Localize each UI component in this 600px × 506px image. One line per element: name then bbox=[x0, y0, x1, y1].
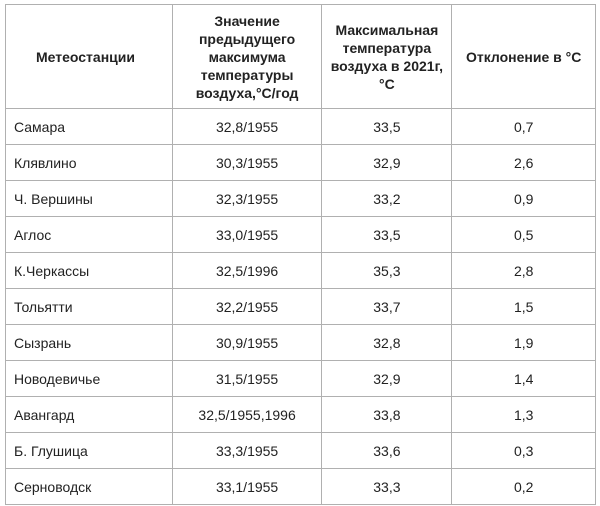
station-cell: Новодевичье bbox=[5, 360, 173, 397]
previous-max-cell: 33,0/1955 bbox=[171, 216, 323, 253]
header-deviation: Отклонение в °С bbox=[451, 4, 596, 109]
station-cell: Авангард bbox=[5, 396, 173, 433]
temperature-table: Метеостанции Значение предыдущего максим… bbox=[5, 4, 596, 505]
previous-max-cell: 30,9/1955 bbox=[171, 324, 323, 361]
deviation-cell: 0,5 bbox=[451, 216, 596, 253]
deviation-cell: 1,4 bbox=[451, 360, 596, 397]
table-row: Ч. Вершины 32,3/1955 33,2 0,9 bbox=[5, 180, 596, 217]
deviation-cell: 0,7 bbox=[451, 108, 596, 145]
table-row: К.Черкассы 32,5/1996 35,3 2,8 bbox=[5, 252, 596, 289]
station-cell: Самара bbox=[5, 108, 173, 145]
deviation-cell: 2,8 bbox=[451, 252, 596, 289]
deviation-cell: 1,5 bbox=[451, 288, 596, 325]
header-previous-max: Значение предыдущего максимума температу… bbox=[171, 4, 323, 109]
previous-max-cell: 32,8/1955 bbox=[171, 108, 323, 145]
max-2021-cell: 35,3 bbox=[321, 252, 453, 289]
table-row: Сызрань 30,9/1955 32,8 1,9 bbox=[5, 324, 596, 361]
max-2021-cell: 33,7 bbox=[321, 288, 453, 325]
station-cell: Сызрань bbox=[5, 324, 173, 361]
deviation-cell: 0,3 bbox=[451, 432, 596, 469]
header-max-2021: Максимальная температура воздуха в 2021г… bbox=[321, 4, 453, 109]
deviation-cell: 1,3 bbox=[451, 396, 596, 433]
deviation-cell: 2,6 bbox=[451, 144, 596, 181]
deviation-cell: 0,2 bbox=[451, 468, 596, 505]
station-cell: Б. Глушица bbox=[5, 432, 173, 469]
max-2021-cell: 33,5 bbox=[321, 108, 453, 145]
deviation-cell: 1,9 bbox=[451, 324, 596, 361]
max-2021-cell: 33,6 bbox=[321, 432, 453, 469]
max-2021-cell: 33,3 bbox=[321, 468, 453, 505]
header-row: Метеостанции Значение предыдущего максим… bbox=[5, 4, 596, 109]
max-2021-cell: 33,8 bbox=[321, 396, 453, 433]
table-row: Б. Глушица 33,3/1955 33,6 0,3 bbox=[5, 432, 596, 469]
table-row: Самара 32,8/1955 33,5 0,7 bbox=[5, 108, 596, 145]
previous-max-cell: 32,2/1955 bbox=[171, 288, 323, 325]
station-cell: Тольятти bbox=[5, 288, 173, 325]
station-cell: Аглос bbox=[5, 216, 173, 253]
previous-max-cell: 32,5/1955,1996 bbox=[171, 396, 323, 433]
max-2021-cell: 32,9 bbox=[321, 360, 453, 397]
table-row: Аглос 33,0/1955 33,5 0,5 bbox=[5, 216, 596, 253]
table-row: Авангард 32,5/1955,1996 33,8 1,3 bbox=[5, 396, 596, 433]
previous-max-cell: 31,5/1955 bbox=[171, 360, 323, 397]
previous-max-cell: 33,3/1955 bbox=[171, 432, 323, 469]
table-row: Серноводск 33,1/1955 33,3 0,2 bbox=[5, 468, 596, 505]
max-2021-cell: 33,2 bbox=[321, 180, 453, 217]
station-cell: Клявлино bbox=[5, 144, 173, 181]
station-cell: Серноводск bbox=[5, 468, 173, 505]
max-2021-cell: 32,8 bbox=[321, 324, 453, 361]
deviation-cell: 0,9 bbox=[451, 180, 596, 217]
previous-max-cell: 30,3/1955 bbox=[171, 144, 323, 181]
max-2021-cell: 32,9 bbox=[321, 144, 453, 181]
previous-max-cell: 32,5/1996 bbox=[171, 252, 323, 289]
max-2021-cell: 33,5 bbox=[321, 216, 453, 253]
previous-max-cell: 32,3/1955 bbox=[171, 180, 323, 217]
previous-max-cell: 33,1/1955 bbox=[171, 468, 323, 505]
station-cell: Ч. Вершины bbox=[5, 180, 173, 217]
header-station: Метеостанции bbox=[5, 4, 173, 109]
station-cell: К.Черкассы bbox=[5, 252, 173, 289]
table-row: Тольятти 32,2/1955 33,7 1,5 bbox=[5, 288, 596, 325]
table-row: Клявлино 30,3/1955 32,9 2,6 bbox=[5, 144, 596, 181]
table-row: Новодевичье 31,5/1955 32,9 1,4 bbox=[5, 360, 596, 397]
